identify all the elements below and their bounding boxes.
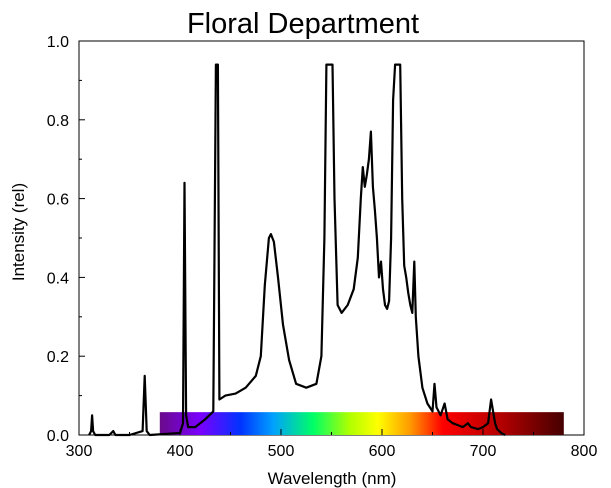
- chart-title: Floral Department: [187, 8, 419, 40]
- visible-spectrum-band: [159, 412, 564, 435]
- plot-area-frame: [78, 40, 585, 436]
- y-tick-label: 0.8: [47, 113, 69, 130]
- x-tick-label: 300: [66, 443, 93, 460]
- x-axis-ticks: 300 400 500 600 700 800: [66, 429, 598, 460]
- y-tick-label: 0.6: [47, 192, 69, 209]
- x-tick-label: 400: [167, 443, 194, 460]
- y-tick-label: 1.0: [47, 34, 69, 51]
- series-line-intensity: [88, 63, 506, 437]
- y-axis-ticks: 0.0 0.2 0.4 0.6 0.8 1.0: [47, 34, 85, 445]
- y-tick-label: 0.2: [47, 349, 69, 366]
- x-tick-label: 700: [470, 443, 497, 460]
- x-tick-label: 600: [369, 443, 396, 460]
- y-tick-label: 0.4: [47, 270, 69, 287]
- x-tick-label: 800: [571, 443, 598, 460]
- y-axis-label: Intensity (rel): [9, 183, 28, 281]
- x-axis-label: Wavelength (nm): [268, 469, 397, 488]
- x-tick-label: 500: [268, 443, 295, 460]
- y-tick-label: 0.0: [47, 428, 69, 445]
